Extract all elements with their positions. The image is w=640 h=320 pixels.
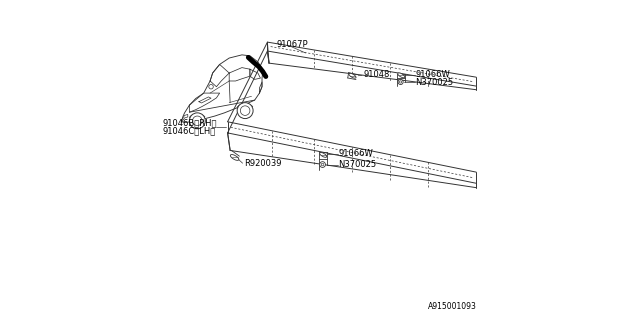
Text: 91046B〈RH〉: 91046B〈RH〉 [163, 118, 217, 127]
Text: N370025: N370025 [339, 160, 376, 169]
Text: 91066W: 91066W [339, 149, 373, 158]
Circle shape [321, 163, 324, 166]
Ellipse shape [349, 73, 356, 78]
Circle shape [193, 116, 202, 125]
Text: A915001093: A915001093 [428, 302, 477, 311]
Circle shape [399, 81, 402, 83]
Text: 91048: 91048 [363, 70, 389, 79]
Circle shape [189, 113, 205, 129]
Text: 91067P: 91067P [277, 40, 308, 49]
Circle shape [209, 84, 213, 89]
Ellipse shape [230, 155, 239, 160]
Ellipse shape [319, 153, 327, 157]
Ellipse shape [397, 73, 404, 78]
Circle shape [241, 106, 250, 116]
Text: 91066W: 91066W [415, 70, 451, 79]
Circle shape [320, 162, 325, 167]
Text: 91046C〈LH〉: 91046C〈LH〉 [163, 127, 216, 136]
Circle shape [237, 103, 253, 119]
Text: N370025: N370025 [415, 78, 454, 87]
Text: R920039: R920039 [244, 159, 282, 168]
Circle shape [398, 79, 403, 84]
